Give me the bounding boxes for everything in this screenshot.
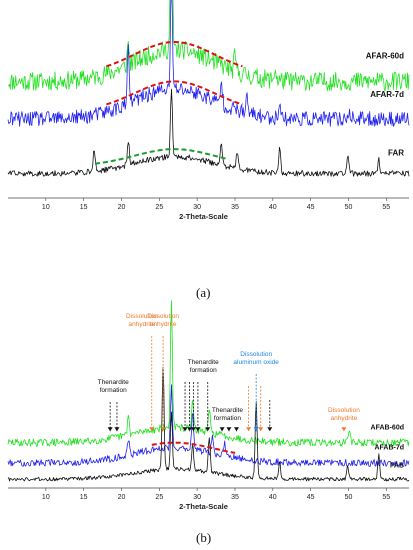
- annotation-arrow-head: [114, 427, 120, 432]
- annotation-arrow-head: [226, 427, 232, 432]
- x-tick-label: 10: [42, 204, 50, 211]
- x-tick-label: 45: [307, 204, 315, 211]
- annotation-label: anhydrite: [331, 415, 358, 422]
- x-axis-title: 2-Theta-Scale: [179, 502, 228, 511]
- annotation-arrow-head: [246, 427, 252, 432]
- panel-b: 10 15 20 25 30 35 40 45 50 55 2-Theta-Scale AFAB-60…: [0, 300, 413, 550]
- series-line-afab-7d: [7, 384, 410, 467]
- x-tick-label: 35: [231, 494, 239, 501]
- annotation-label: formation: [100, 387, 127, 394]
- x-tick-label: 25: [155, 204, 163, 211]
- series-label: FAB: [390, 462, 404, 469]
- annotation-label: formation: [214, 415, 241, 422]
- amorphous-hump-line: [151, 441, 236, 454]
- panel-label-a: (a): [196, 285, 211, 300]
- x-tick-label: 40: [269, 204, 277, 211]
- annotation-label: Dissolution: [147, 313, 179, 320]
- annotation-arrow-head: [253, 427, 259, 432]
- amorphous-hump-line: [106, 40, 243, 68]
- x-tick-label: 45: [307, 494, 315, 501]
- annotation-arrow-head: [107, 427, 113, 432]
- amorphous-hump-line: [106, 80, 243, 106]
- annotation-label: aluminum oxide: [233, 359, 279, 366]
- panel-label-b: (b): [196, 530, 212, 545]
- annotation-label: Dissolution: [328, 407, 360, 414]
- annotation-arrow-head: [205, 427, 211, 432]
- annotation-label: formation: [190, 367, 217, 374]
- series-line-far: [7, 88, 410, 177]
- annotation-arrow-head: [187, 427, 193, 432]
- x-tick-label: 55: [382, 494, 390, 501]
- annotation-arrow-head: [341, 427, 347, 432]
- series-label: AFAR-7d: [370, 90, 404, 99]
- x-tick-label: 35: [231, 204, 239, 211]
- xrd-chart-a: 10 15 20 25 30 35 40 45 50 55 2-Theta-Scale AFAR-60…: [7, 0, 410, 221]
- x-tick-label: 55: [382, 204, 390, 211]
- annotation-label: Dissolution: [240, 351, 272, 358]
- x-tick-label: 50: [345, 204, 353, 211]
- series-label: AFAR-60d: [366, 52, 404, 61]
- amorphous-hump-line: [94, 148, 228, 165]
- x-tick-label: 20: [118, 494, 126, 501]
- x-tick-label: 40: [269, 494, 277, 501]
- xrd-chart-b: 10 15 20 25 30 35 40 45 50 55 2-Theta-Scale AFAB-60…: [7, 300, 410, 511]
- annotation-arrow-head: [233, 427, 239, 432]
- annotation-label: Thenardite: [212, 407, 243, 414]
- x-tick-label: 15: [80, 494, 88, 501]
- x-tick-label: 30: [193, 204, 201, 211]
- annotation-label: Thenardite: [188, 359, 219, 366]
- x-tick-label: 30: [193, 494, 201, 501]
- panel-a: 10 15 20 25 30 35 40 45 50 55 2-Theta-Scale AFAR-60…: [7, 0, 410, 300]
- x-tick-label: 20: [118, 204, 126, 211]
- annotation-arrow-head: [258, 427, 264, 432]
- annotation-label: Thenardite: [98, 379, 129, 386]
- annotation-arrow-head: [160, 427, 166, 432]
- x-axis-title: 2-Theta-Scale: [179, 212, 228, 221]
- series-line-afab-60d: [7, 300, 410, 447]
- series-label: AFAB-7d: [374, 444, 404, 451]
- x-tick-label: 15: [80, 204, 88, 211]
- series-label: AFAB-60d: [371, 424, 404, 431]
- annotation-label: anhydrite: [150, 321, 177, 328]
- annotation-arrow-head: [267, 427, 273, 432]
- x-tick-label: 10: [42, 494, 50, 501]
- series-line-fab: [7, 366, 410, 482]
- annotation-label: anhydrite: [129, 321, 156, 328]
- series-label: FAR: [388, 148, 404, 157]
- annotation-label: Dissolution: [126, 313, 158, 320]
- annotation-arrow-head: [182, 427, 188, 432]
- annotation-arrow-head: [195, 427, 201, 432]
- annotation-arrow-head: [219, 427, 225, 432]
- annotation-arrow-head: [190, 427, 196, 432]
- x-tick-label: 50: [345, 494, 353, 501]
- series-line-afar-7d: [7, 0, 410, 127]
- series-line-afar-60d: [7, 0, 410, 92]
- x-tick-label: 25: [155, 494, 163, 501]
- annotation-arrow-head: [149, 427, 155, 432]
